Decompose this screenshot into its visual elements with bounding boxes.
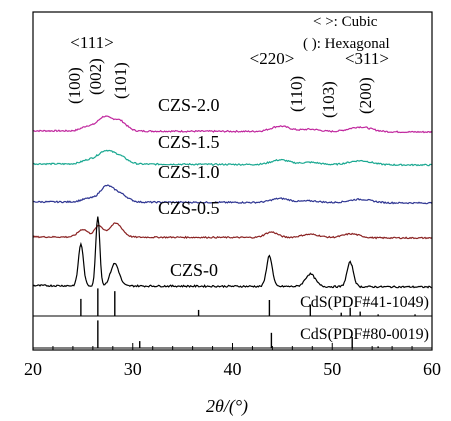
series-label-czs-1.0: CZS-1.0 [158,162,220,182]
x-axis-title: 2θ/(°) [206,396,248,417]
reflection-label: (002) [86,58,105,95]
legend-note-cubic: < >: Cubic [313,14,378,30]
x-tick-label: 30 [124,359,142,379]
reference-label: CdS(PDF#80-0019) [300,326,429,343]
series-label-czs-0.5: CZS-0.5 [158,198,220,218]
reflection-labels: <111> (100) (002) (101) <220> (110) (103) <311>… [65,33,389,118]
reflection-label: <311> [345,49,389,68]
series-label-czs-1.5: CZS-1.5 [158,132,220,152]
xrd-traces: CZS-2.0 CZS-1.5 CZS-1.0 CZS-0.5 CZS-0 [32,95,433,289]
legend-note-hexagonal: ( ): Hexagonal [303,36,390,52]
series-line-czs-1.0 [32,184,433,205]
series-line-czs-2.0 [32,115,433,134]
x-tick-label: 50 [323,359,341,379]
series-line-czs-0 [32,216,433,289]
series-line-czs-0.5 [32,222,433,240]
reference-patterns: CdS(PDF#41-1049) CdS(PDF#80-0019) [33,288,432,349]
series-label-czs-0: CZS-0 [170,260,218,280]
reference-label: CdS(PDF#41-1049) [300,294,429,311]
reflection-label: (100) [65,67,84,104]
reflection-label: (101) [111,62,130,99]
x-axis-ticks: 20 30 40 50 60 [24,343,441,379]
reflection-label: (103) [319,81,338,118]
reflection-label: (200) [356,77,375,114]
series-line-czs-1.5 [32,149,432,167]
reflection-label: <111> [70,33,113,52]
reflection-label: <220> [250,49,295,68]
x-tick-label: 20 [24,359,42,379]
reflection-label: (110) [287,76,306,112]
series-label-czs-2.0: CZS-2.0 [158,95,220,115]
x-tick-label: 40 [224,359,242,379]
x-tick-label: 60 [423,359,441,379]
